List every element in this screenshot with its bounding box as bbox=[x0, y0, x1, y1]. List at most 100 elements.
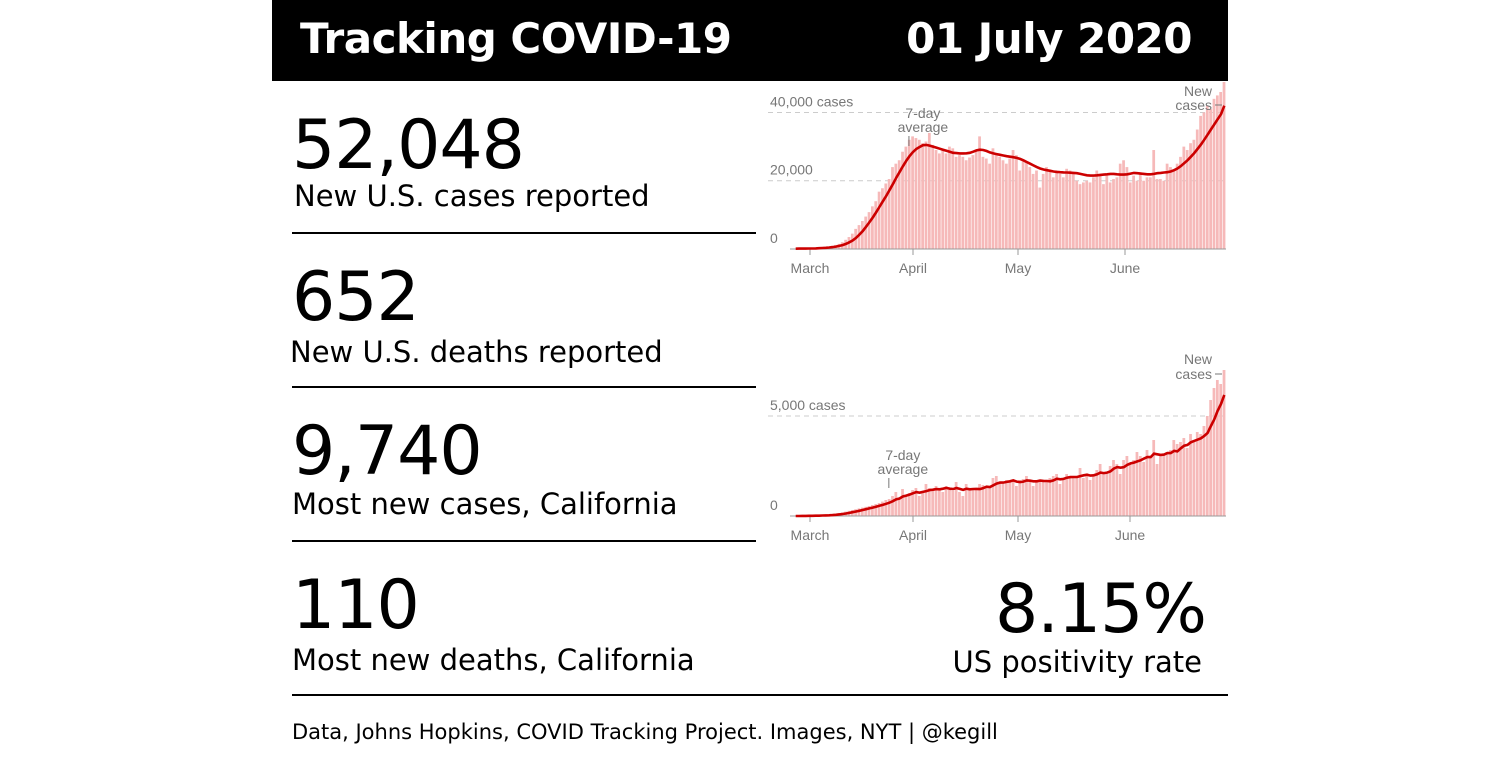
bar bbox=[994, 153, 998, 249]
stat-us-cases-value: 52,048 bbox=[292, 106, 525, 185]
bar bbox=[1118, 163, 1122, 249]
bar bbox=[1142, 180, 1146, 249]
bar bbox=[911, 490, 914, 516]
y-tick-label: 0 bbox=[770, 230, 778, 246]
bar bbox=[897, 498, 901, 516]
bar bbox=[921, 143, 925, 249]
x-tick-label: March bbox=[791, 260, 830, 276]
bar bbox=[1071, 477, 1075, 516]
bar bbox=[1165, 452, 1169, 516]
bar bbox=[917, 496, 921, 516]
bar bbox=[1135, 452, 1139, 516]
bar bbox=[941, 492, 945, 516]
bar bbox=[871, 505, 874, 516]
bar bbox=[1102, 184, 1105, 249]
bar bbox=[961, 156, 965, 249]
bar bbox=[1001, 484, 1005, 516]
bar bbox=[1082, 478, 1085, 516]
x-tick-label: June bbox=[1110, 260, 1141, 276]
bar bbox=[931, 490, 935, 516]
bar bbox=[954, 482, 958, 516]
bar bbox=[964, 484, 968, 516]
bar bbox=[988, 486, 991, 516]
y-tick-label: 0 bbox=[770, 497, 778, 513]
bar bbox=[1165, 163, 1169, 249]
bar bbox=[871, 206, 874, 249]
bar bbox=[1195, 129, 1199, 249]
bar bbox=[1202, 112, 1206, 249]
bar bbox=[1004, 480, 1008, 516]
bar bbox=[897, 160, 901, 249]
bar bbox=[1015, 486, 1018, 516]
average-annotation: average bbox=[878, 461, 929, 477]
footer-credits: Data, Johns Hopkins, COVID Tracking Proj… bbox=[292, 720, 998, 744]
bar bbox=[907, 493, 911, 516]
bar bbox=[917, 139, 921, 249]
bar bbox=[1212, 98, 1216, 250]
seven-day-average-line bbox=[795, 105, 1226, 250]
bar bbox=[1031, 486, 1035, 516]
bar bbox=[1219, 384, 1223, 516]
y-tick-label: 5,000 cases bbox=[770, 397, 846, 413]
bar bbox=[1128, 464, 1132, 516]
bar bbox=[1195, 432, 1199, 516]
bar bbox=[1035, 480, 1038, 516]
bar bbox=[881, 501, 884, 516]
bar bbox=[1215, 380, 1219, 516]
bar bbox=[1061, 478, 1065, 516]
bar bbox=[1169, 450, 1172, 516]
bar bbox=[948, 490, 951, 516]
bar bbox=[1175, 163, 1179, 249]
divider bbox=[292, 540, 756, 542]
bar bbox=[1025, 476, 1028, 516]
bar bbox=[994, 476, 998, 516]
bar bbox=[860, 507, 864, 516]
bar bbox=[971, 155, 975, 249]
bar bbox=[1172, 440, 1176, 516]
bar bbox=[1055, 170, 1058, 249]
seven-day-average-line bbox=[795, 394, 1226, 518]
bar bbox=[1159, 179, 1162, 249]
bar bbox=[1038, 187, 1042, 249]
bar bbox=[1102, 472, 1105, 516]
bar bbox=[1038, 481, 1042, 516]
bar bbox=[934, 486, 938, 516]
bar bbox=[1021, 160, 1025, 249]
bar bbox=[1122, 460, 1125, 516]
bar bbox=[1212, 388, 1216, 516]
bar bbox=[998, 156, 1002, 249]
stat-ca-cases-label: Most new cases, California bbox=[292, 487, 678, 521]
bar bbox=[1051, 476, 1055, 516]
bar bbox=[1004, 163, 1008, 249]
bar bbox=[938, 153, 941, 249]
bar bbox=[1065, 474, 1069, 516]
x-tick-label: March bbox=[791, 527, 830, 543]
bar bbox=[1071, 173, 1075, 249]
bar bbox=[1018, 480, 1022, 516]
bar bbox=[1011, 150, 1015, 249]
bar bbox=[1058, 173, 1062, 249]
bar bbox=[1112, 460, 1115, 516]
bar bbox=[1115, 177, 1119, 249]
bar bbox=[1031, 173, 1035, 249]
bar bbox=[867, 506, 871, 516]
x-tick-label: May bbox=[1005, 260, 1031, 276]
bar bbox=[1215, 95, 1219, 249]
bar bbox=[891, 167, 894, 249]
bar bbox=[1169, 167, 1172, 249]
bar bbox=[1028, 482, 1032, 516]
bar bbox=[1061, 177, 1065, 249]
bar bbox=[1152, 150, 1156, 249]
bar bbox=[1205, 105, 1209, 249]
title-bar: Tracking COVID-19 01 July 2020 bbox=[272, 0, 1228, 81]
bar bbox=[1092, 177, 1095, 249]
bar bbox=[1048, 170, 1052, 249]
bar bbox=[904, 495, 908, 516]
bar bbox=[1175, 444, 1179, 516]
bar bbox=[927, 132, 931, 249]
bar bbox=[1209, 109, 1213, 249]
bar bbox=[914, 488, 918, 516]
bar bbox=[864, 506, 868, 516]
bar bbox=[1145, 177, 1149, 249]
bar bbox=[958, 155, 961, 249]
